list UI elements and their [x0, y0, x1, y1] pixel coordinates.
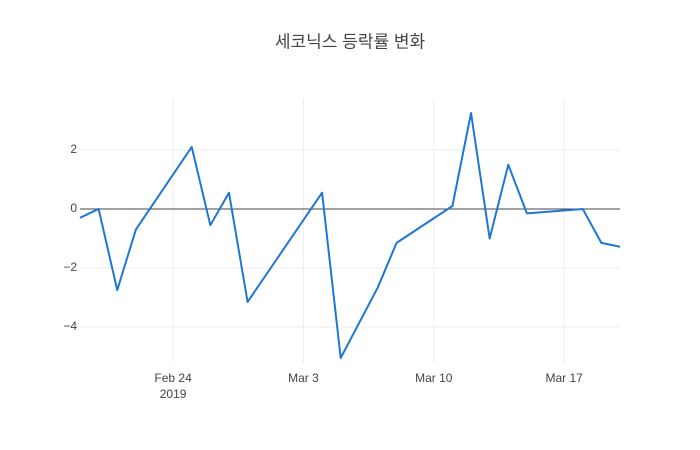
- x-tick-label: Feb 24: [154, 371, 192, 385]
- x-tick-label: Mar 17: [545, 371, 583, 385]
- x-year-label: 2019: [160, 387, 187, 401]
- x-tick-label: Mar 10: [415, 371, 453, 385]
- x-tick-label: Mar 3: [288, 371, 319, 385]
- chart-title: 세코닉스 등락률 변화: [275, 32, 426, 51]
- y-tick-label: 2: [70, 142, 77, 156]
- y-tick-label: −4: [63, 319, 77, 333]
- line-series: [79, 112, 621, 359]
- y-tick-label: −2: [63, 260, 77, 274]
- y-tick-label: 0: [70, 201, 77, 215]
